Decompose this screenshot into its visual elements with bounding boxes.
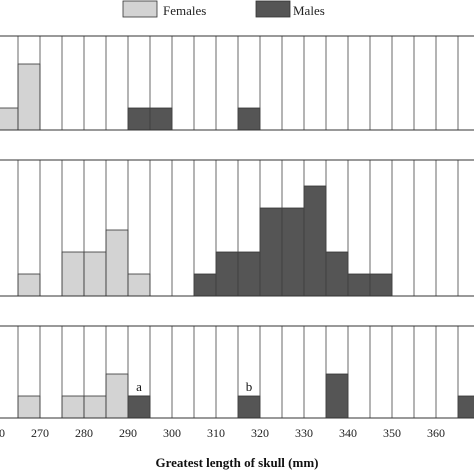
panel-2 bbox=[0, 159, 474, 297]
bar-females-275 bbox=[61, 395, 85, 419]
x-tick-label-270: 270 bbox=[31, 426, 49, 440]
bar-males-330 bbox=[303, 185, 327, 297]
x-tick-label-360: 360 bbox=[427, 426, 445, 440]
bar-females-280 bbox=[83, 251, 107, 297]
bar-females-280 bbox=[83, 395, 107, 419]
x-tick-label-330: 330 bbox=[295, 426, 313, 440]
legend-label-females: Females bbox=[163, 3, 206, 18]
bar-males-315 bbox=[237, 395, 261, 419]
x-tick-label-340: 340 bbox=[339, 426, 357, 440]
bar-males-315 bbox=[237, 251, 261, 297]
bar-females-265 bbox=[17, 395, 41, 419]
bar-males-325 bbox=[281, 207, 305, 297]
x-tick-label-290: 290 bbox=[119, 426, 137, 440]
x-tick-label-320: 320 bbox=[251, 426, 269, 440]
legend-swatch-females bbox=[122, 0, 158, 18]
x-tick-label-350: 350 bbox=[383, 426, 401, 440]
legend: Females Males bbox=[122, 0, 325, 18]
bar-females-275 bbox=[61, 251, 85, 297]
bar-males-320 bbox=[259, 207, 283, 297]
x-axis-label: Greatest length of skull (mm) bbox=[156, 455, 319, 470]
bar-males-310 bbox=[215, 251, 239, 297]
x-tick-label-300: 300 bbox=[163, 426, 181, 440]
bar-females-260 bbox=[0, 107, 19, 131]
bar-males-345 bbox=[369, 273, 393, 297]
annotation-a: a bbox=[136, 379, 142, 394]
bar-males-315 bbox=[237, 107, 261, 131]
bar-males-365 bbox=[457, 395, 474, 419]
x-axis-ticks: 260 270 280 290 300 310 320 330 340 350 360 bbox=[0, 426, 445, 440]
bar-females-290 bbox=[127, 273, 151, 297]
legend-label-males: Males bbox=[293, 3, 325, 18]
bar-males-290 bbox=[127, 395, 151, 419]
bar-females-285 bbox=[105, 229, 129, 297]
bar-females-265 bbox=[17, 63, 41, 131]
bar-males-335 bbox=[325, 251, 349, 297]
legend-swatch-males bbox=[255, 0, 291, 18]
bar-males-335 bbox=[325, 373, 349, 419]
x-tick-label-280: 280 bbox=[75, 426, 93, 440]
x-tick-label-310: 310 bbox=[207, 426, 225, 440]
panel-1 bbox=[0, 35, 474, 131]
bar-males-295 bbox=[149, 107, 173, 131]
annotation-b: b bbox=[246, 379, 253, 394]
x-tick-label-260: 260 bbox=[0, 426, 5, 440]
bar-females-265 bbox=[17, 273, 41, 297]
bar-males-305 bbox=[193, 273, 217, 297]
bar-males-340 bbox=[347, 273, 371, 297]
bar-females-285 bbox=[105, 373, 129, 419]
bar-males-290 bbox=[127, 107, 151, 131]
